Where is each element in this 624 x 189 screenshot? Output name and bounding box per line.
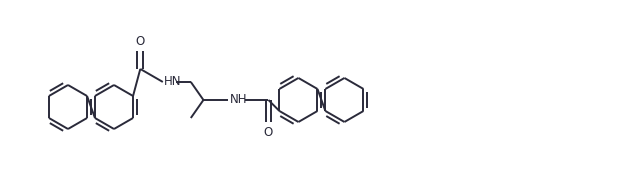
Text: O: O <box>135 35 145 48</box>
Text: HN: HN <box>164 75 182 88</box>
Text: O: O <box>264 126 273 139</box>
Text: NH: NH <box>230 94 247 106</box>
